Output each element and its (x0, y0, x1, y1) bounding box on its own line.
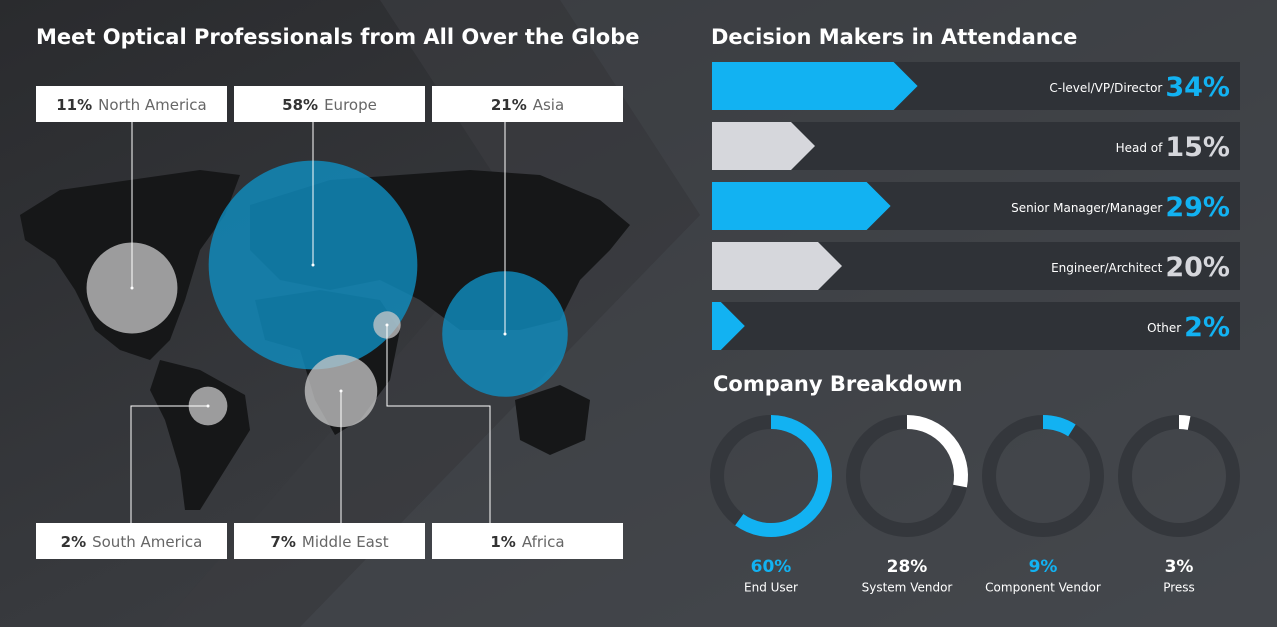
bar-category: Engineer/Architect (1051, 261, 1163, 275)
donut-arc (906, 415, 968, 488)
connector-dot (311, 263, 315, 267)
bar-value: 20% (1165, 252, 1230, 283)
connector-dot (130, 286, 134, 290)
connector (130, 405, 208, 523)
region-label: 21% Asia (491, 96, 564, 114)
region-name: Africa (522, 533, 565, 551)
connector-dot (206, 404, 210, 408)
region-name: Middle East (302, 533, 389, 551)
donut-category: End User (744, 581, 798, 595)
donut-category: Component Vendor (985, 581, 1101, 595)
label-box (36, 523, 227, 559)
region-label: 58% Europe (282, 96, 377, 114)
bar-category: Senior Manager/Manager (1011, 201, 1162, 215)
region-value: 21% (491, 96, 527, 114)
region-label: 2% South America (61, 533, 203, 551)
region-name: Asia (533, 96, 564, 114)
bar-category: Other (1147, 321, 1181, 335)
donut-category: System Vendor (862, 581, 953, 595)
bar-label: C-level/VP/Director 34% (1049, 72, 1230, 103)
donut-value: 3% (1165, 557, 1194, 577)
bar-category: C-level/VP/Director (1049, 81, 1162, 95)
region-name: South America (92, 533, 202, 551)
label-box (432, 86, 623, 122)
region-value: 11% (56, 96, 92, 114)
bar-value: 15% (1165, 132, 1230, 163)
region-value: 58% (282, 96, 318, 114)
bar (712, 62, 918, 110)
donut-arc (1042, 415, 1076, 437)
donut-value: 28% (887, 557, 928, 577)
chart-title: Decision Makers in Attendance (711, 25, 1077, 49)
bar-label: Senior Manager/Manager 29% (1011, 192, 1230, 223)
bar-category: Head of (1116, 141, 1164, 155)
chevron (160, 0, 700, 627)
region-label: 1% Africa (490, 533, 564, 551)
donut-value: 60% (751, 557, 792, 577)
region-value: 2% (61, 533, 86, 551)
region-value: 7% (270, 533, 295, 551)
bar (712, 302, 745, 350)
bar-value: 34% (1165, 72, 1230, 103)
donut-value: 9% (1029, 557, 1058, 577)
donut-arc (1178, 415, 1191, 430)
chart-title: Company Breakdown (713, 372, 962, 396)
donut-arc (735, 415, 832, 537)
connector-dot (385, 323, 389, 327)
label-box (36, 86, 227, 122)
bar-value: 2% (1184, 312, 1230, 343)
bar-label: Engineer/Architect 20% (1051, 252, 1230, 283)
connector-dot (503, 332, 507, 336)
connector-dot (339, 389, 343, 393)
bar-label: Other 2% (1147, 312, 1230, 343)
region-label: 7% Middle East (270, 533, 388, 551)
region-name: Europe (324, 96, 377, 114)
donut-category: Press (1163, 581, 1195, 595)
bar-value: 29% (1165, 192, 1230, 223)
label-box (432, 523, 623, 559)
label-box (234, 86, 425, 122)
region-value: 1% (490, 533, 515, 551)
bar-label: Head of 15% (1116, 132, 1230, 163)
label-box (234, 523, 425, 559)
bar (712, 242, 842, 290)
connector (386, 325, 491, 523)
bar (712, 122, 815, 170)
region-name: North America (98, 96, 207, 114)
bar (712, 182, 891, 230)
region-label: 11% North America (56, 96, 207, 114)
chart-title: Meet Optical Professionals from All Over… (36, 25, 640, 49)
bar-track (712, 302, 1240, 350)
